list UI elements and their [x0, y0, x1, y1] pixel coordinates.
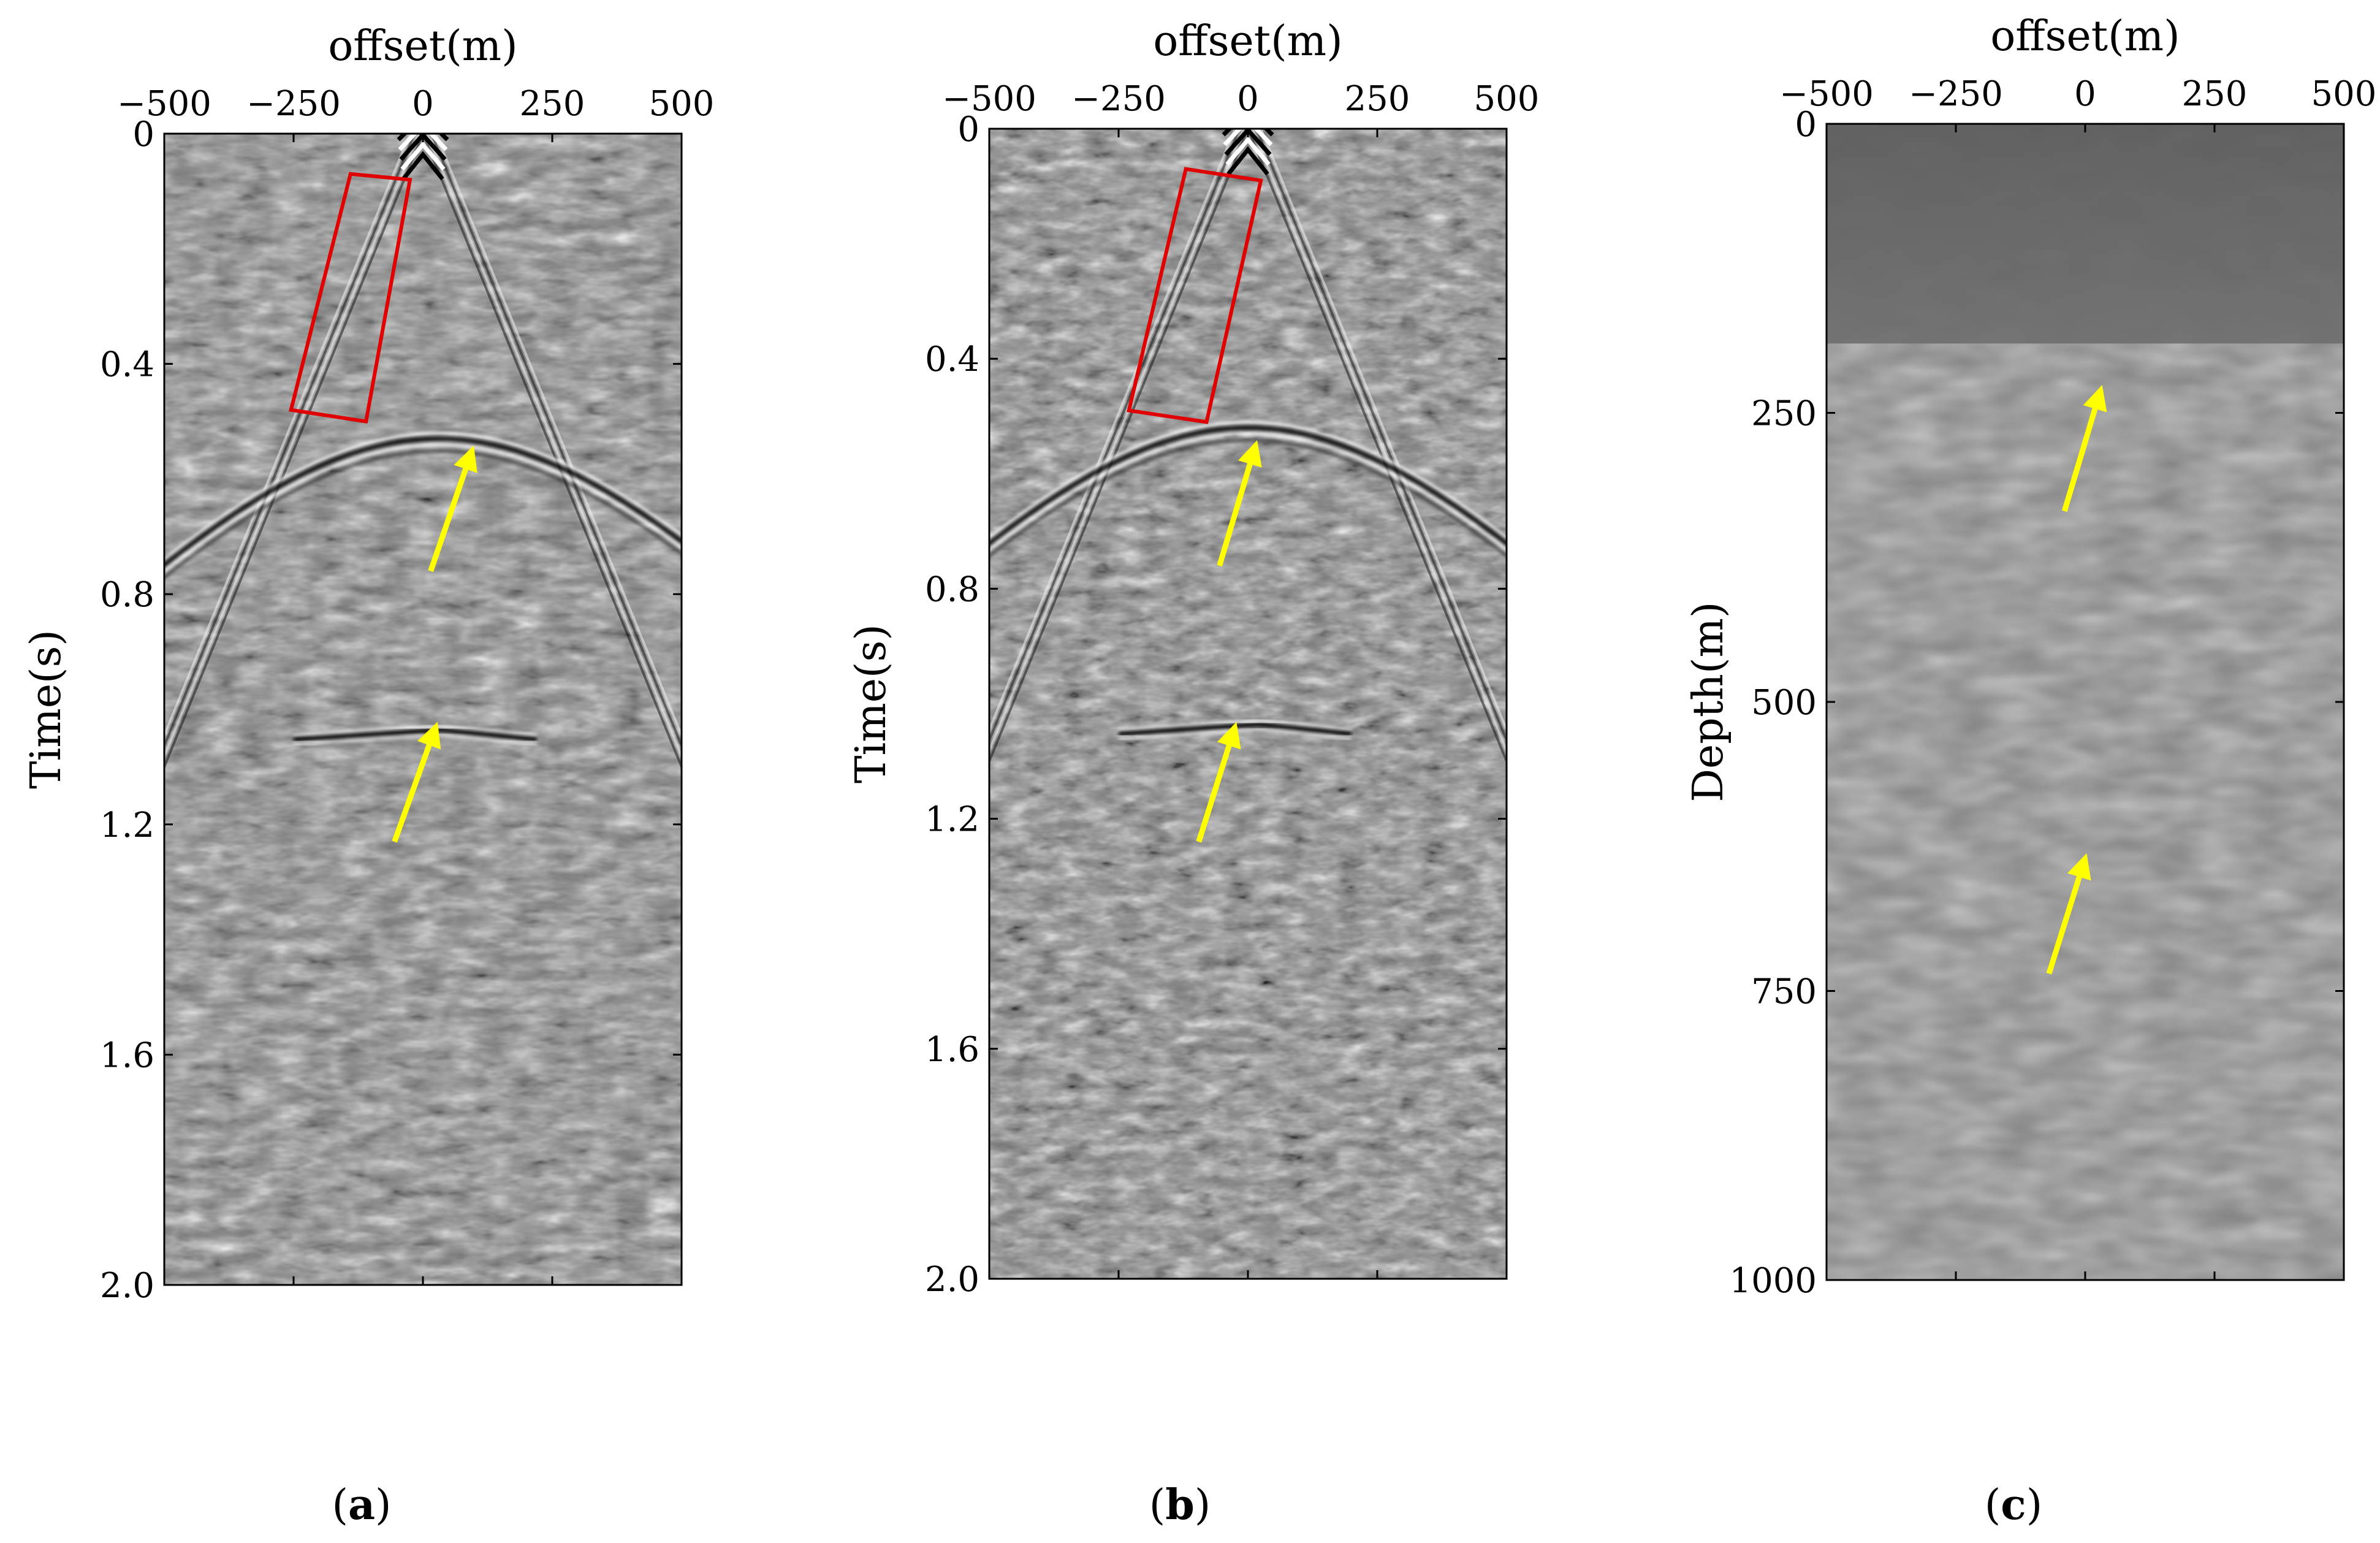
panel-caption: (b)	[1149, 1480, 1211, 1530]
y-tick-label: 0	[132, 115, 154, 154]
x-axis-title: offset(m)	[328, 22, 517, 70]
panel-c: offset(m) −500 −250 0 250 500 0 250 500 750 1000 De…	[1684, 12, 2376, 1530]
direct-wave-apex	[1226, 146, 1269, 176]
x-tick-label: 500	[2311, 74, 2377, 114]
yellow-arrow	[1217, 440, 1262, 567]
x-tick-label: 0	[2074, 74, 2096, 114]
y-tick-label: 500	[1751, 683, 1817, 723]
reflector-wavelet	[1118, 719, 1352, 733]
event-flat-reflector-c	[1827, 823, 2344, 847]
event-flat-reflector-c	[1827, 349, 2344, 373]
y-axis-label: Depth(m)	[1684, 602, 1733, 802]
panel-b: offset(m) −500 −250 0 250 500 0 0.4 0.8 1.2 1.6 2.0…	[847, 17, 1539, 1530]
hyperbola-wavelet	[164, 436, 682, 569]
hyperbola-wavelet	[989, 432, 1507, 552]
hyperbola-wavelet	[989, 438, 1507, 558]
x-tick-label: −500	[1779, 74, 1874, 114]
x-axis-title: offset(m)	[1153, 17, 1342, 66]
y-tick-label: 0	[1795, 105, 1817, 145]
panel-caption: (a)	[332, 1480, 391, 1530]
y-tick-label: 2.0	[100, 1266, 154, 1306]
panel-letter: c	[2001, 1480, 2026, 1530]
direct-wave-line	[989, 129, 1245, 754]
direct-wave-line	[1251, 129, 1507, 754]
event-hyperbola-b	[989, 421, 1507, 558]
event-direct-wave-a	[164, 134, 682, 771]
direct-wave-apex	[401, 151, 444, 181]
event-flat-reflector-c	[1827, 788, 2344, 812]
reflector-wavelet	[1118, 722, 1352, 737]
direct-wave-apex	[1223, 129, 1273, 147]
x-tick-label: −250	[1909, 74, 2003, 114]
x-tick-label: 250	[520, 84, 585, 124]
hyperbola-wavelet	[164, 432, 682, 563]
direct-wave-line	[989, 129, 1241, 744]
direct-wave-line	[164, 134, 420, 760]
reflector-wavelet	[1118, 728, 1352, 741]
direct-wave-line	[989, 129, 1236, 733]
direct-wave-apex	[400, 141, 446, 171]
y-axis-label: Time(s)	[847, 624, 895, 783]
y-tick-label: 750	[1751, 972, 1817, 1012]
event-flat-reflector-b	[1118, 719, 1352, 741]
y-tick-label: 250	[1751, 394, 1817, 434]
panel-caption: (c)	[1985, 1480, 2042, 1530]
event-hyperbola-a	[164, 432, 682, 579]
y-tick-label: 0.4	[925, 340, 979, 379]
direct-wave-line	[1255, 129, 1507, 744]
y-tick-label: 1.2	[100, 806, 154, 845]
x-tick-label: −500	[117, 84, 211, 124]
yellow-arrow	[2046, 853, 2091, 975]
red-box-annotation	[289, 172, 413, 424]
panel-a: offset(m) −500 −250 0 250 500 0 0.4 0.8 1.2 1.6 2.0…	[22, 22, 714, 1530]
y-axis-label: Time(s)	[22, 630, 70, 789]
x-tick-label: 500	[649, 84, 715, 124]
x-tick-label: 250	[2182, 74, 2248, 114]
y-tick-label: 0.8	[100, 575, 154, 615]
direct-wave-line	[164, 134, 411, 739]
panel-letter: b	[1165, 1480, 1195, 1530]
yellow-arrow	[1196, 722, 1241, 843]
y-tick-label: 0.4	[100, 345, 154, 385]
y-tick-label: 1.6	[100, 1035, 154, 1075]
x-tick-label: 500	[1474, 79, 1540, 119]
red-box-annotation	[1127, 167, 1263, 424]
hyperbola-wavelet	[989, 425, 1507, 547]
yellow-arrow	[2061, 385, 2107, 512]
x-tick-label: −250	[246, 84, 341, 124]
direct-wave-line	[430, 134, 682, 749]
direct-wave-line	[435, 134, 682, 739]
hyperbola-wavelet	[989, 421, 1507, 541]
x-tick-label: −250	[1071, 79, 1166, 119]
hyperbola-wavelet	[164, 449, 682, 579]
y-tick-label: 2.0	[925, 1260, 979, 1300]
seismic-image-c	[1827, 124, 2344, 1280]
yellow-arrow	[392, 722, 441, 843]
x-tick-label: 0	[1237, 79, 1259, 119]
x-axis-title: offset(m)	[1990, 12, 2180, 61]
direct-wave-line	[1260, 129, 1507, 733]
x-tick-label: −500	[942, 79, 1036, 119]
x-tick-label: 0	[412, 84, 434, 124]
seismic-image-b	[989, 129, 1507, 1279]
y-tick-label: 1000	[1729, 1261, 1817, 1301]
seismic-image-a	[164, 134, 682, 1285]
y-tick-label: 0	[957, 110, 979, 150]
direct-wave-line	[164, 134, 416, 749]
hyperbola-wavelet	[164, 443, 682, 573]
direct-wave-line	[164, 134, 424, 771]
y-tick-label: 1.2	[925, 800, 979, 840]
direct-wave-apex	[398, 134, 448, 151]
panel-letter: a	[348, 1480, 375, 1530]
yellow-arrow	[428, 445, 477, 573]
y-tick-label: 0.8	[925, 570, 979, 609]
y-tick-label: 1.6	[925, 1030, 979, 1070]
x-tick-label: 250	[1345, 79, 1410, 119]
direct-wave-apex	[1225, 136, 1271, 166]
